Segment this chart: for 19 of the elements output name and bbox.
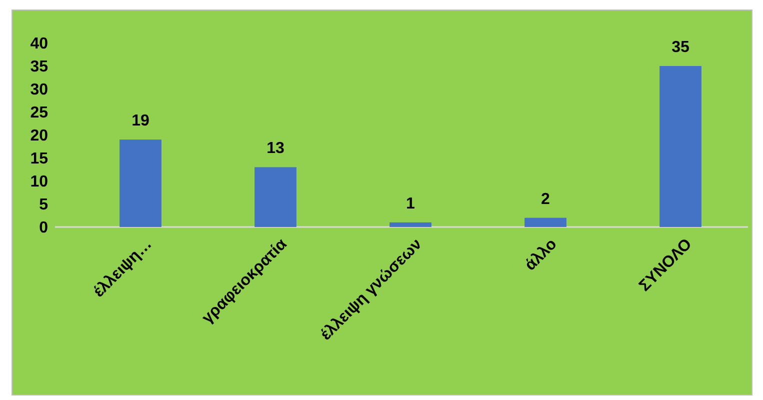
bar xyxy=(660,66,702,227)
bar xyxy=(524,218,566,227)
y-tick-label: 30 xyxy=(30,82,48,99)
data-label: 1 xyxy=(406,195,416,212)
y-tick-label: 25 xyxy=(30,104,48,122)
data-label: 35 xyxy=(672,39,690,56)
data-label: 19 xyxy=(132,112,150,130)
y-tick-label: 5 xyxy=(39,196,48,214)
bar xyxy=(120,140,162,227)
bar xyxy=(254,167,296,227)
y-tick-label: 40 xyxy=(30,36,48,53)
data-label: 13 xyxy=(266,140,284,158)
data-label: 2 xyxy=(541,190,550,208)
bar xyxy=(390,222,432,227)
y-tick-label: 20 xyxy=(30,128,48,145)
y-tick-label: 35 xyxy=(30,58,48,76)
y-tick-label: 0 xyxy=(39,220,48,237)
y-tick-label: 15 xyxy=(30,150,48,168)
y-tick-label: 10 xyxy=(30,174,48,191)
